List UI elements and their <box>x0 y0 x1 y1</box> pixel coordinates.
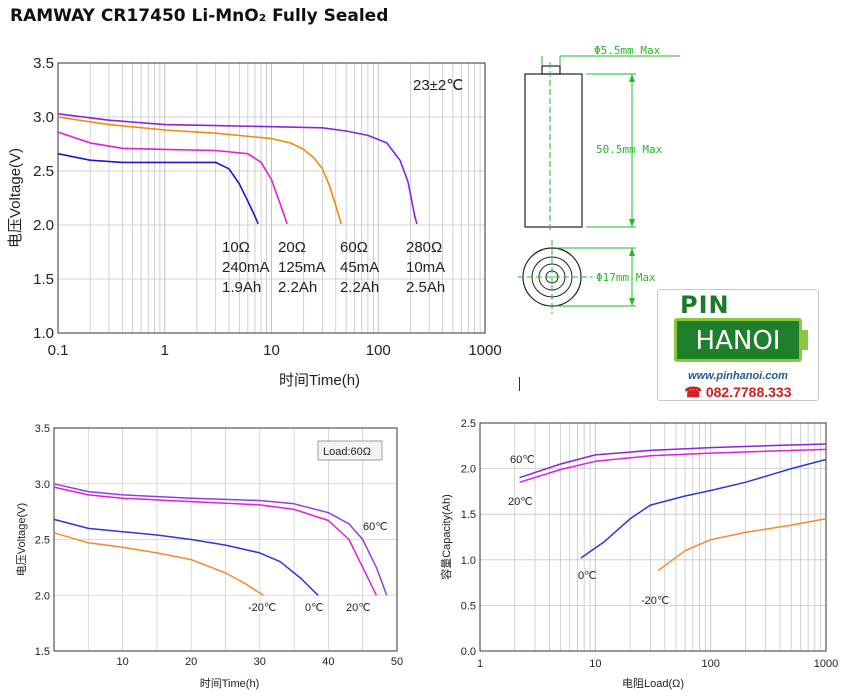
main-legend-current: 10mA <box>406 259 445 276</box>
main-legend-current: 125mA <box>278 259 326 276</box>
logo-battery-box: HANOI <box>674 318 802 362</box>
cap-x-axis-label: 电阻Load(Ω) <box>622 677 684 690</box>
cap-series-line <box>657 518 827 572</box>
main-x-tick-label: 1 <box>161 342 169 359</box>
cap-plot-frame <box>479 422 827 652</box>
main-legend-resistance: 60Ω <box>340 239 368 256</box>
temp-series-line <box>53 486 378 596</box>
main-series-line <box>57 116 342 225</box>
main-plot-background <box>58 63 485 333</box>
main-legend-capacity: 2.2Ah <box>340 279 379 296</box>
main-temperature-annotation: 23±2℃ <box>413 77 463 94</box>
main-series-line <box>57 113 418 225</box>
temp-series-label: -20℃ <box>248 602 276 614</box>
cap-series-label: 20℃ <box>508 496 533 508</box>
main-legend-current: 240mA <box>222 259 270 276</box>
temp-y-tick-label: 3.0 <box>35 479 50 491</box>
battery-top-view: Φ17mm Max <box>518 240 656 314</box>
cap-series-line <box>580 458 827 559</box>
logo-pin-text: PIN <box>680 291 730 319</box>
logo-phone: ☎ 082.7788.333 <box>658 384 818 401</box>
length-label: 50.5mm Max <box>596 143 663 156</box>
temp-plot-background <box>54 428 397 651</box>
cap-y-axis-label: 容量Capacity(Ah) <box>439 494 453 580</box>
temp-series-line <box>53 483 388 596</box>
pinhanoi-logo: PIN HANOI www.pinhanoi.com ☎ 082.7788.33… <box>657 289 819 401</box>
main-x-tick-label: 1000 <box>468 342 501 359</box>
main-x-tick-label: 0.1 <box>48 342 69 359</box>
main-y-tick-label: 3.0 <box>33 109 54 126</box>
cap-x-tick-label: 1000 <box>814 658 838 670</box>
main-legend-capacity: 1.9Ah <box>222 279 261 296</box>
cap-series-line <box>519 448 827 484</box>
main-y-tick-label: 1.5 <box>33 271 54 288</box>
cap-series-label: 60℃ <box>510 454 535 466</box>
cap-plot-background <box>480 423 826 651</box>
temp-x-tick-label: 10 <box>116 656 128 668</box>
cap-plot-group: 1 10 100 1000 0.0 0.5 1.0 1.5 2.0 2.5 电阻Load(Ω) 容量C… <box>439 418 838 690</box>
temp-series-label: 20℃ <box>346 602 371 614</box>
logo-battery-terminal <box>802 330 808 350</box>
main-plot-frame <box>57 62 486 334</box>
cap-x-tick-label: 1 <box>477 658 483 670</box>
cap-series-label: 0℃ <box>578 570 596 582</box>
cap-y-tick-label: 1.5 <box>461 509 476 521</box>
cap-y-tick-label: 2.5 <box>461 418 476 430</box>
temp-annotation-box <box>317 440 383 461</box>
cap-y-tick-label: 0.0 <box>461 646 476 658</box>
main-x-tick-label: 10 <box>263 342 280 359</box>
phone-icon: ☎ <box>684 384 706 400</box>
temp-y-tick-label: 1.5 <box>35 646 50 658</box>
diameter-label: Φ17mm Max <box>596 271 656 284</box>
temp-x-tick-label: 50 <box>391 656 403 668</box>
main-y-tick-label: 3.5 <box>33 55 54 72</box>
logo-url: www.pinhanoi.com <box>688 370 788 382</box>
cap-x-tick-label: 10 <box>589 658 601 670</box>
cap-diameter-label: Φ5.5mm Max <box>594 44 661 57</box>
temp-series-label: 0℃ <box>305 602 323 614</box>
main-y-tick-label: 2.0 <box>33 217 54 234</box>
battery-body <box>524 73 583 228</box>
main-y-tick-label: 1.0 <box>33 325 54 342</box>
logo-hanoi-text: HANOI <box>695 326 781 356</box>
cap-series-line <box>519 443 827 479</box>
main-legend-capacity: 2.5Ah <box>406 279 445 296</box>
main-x-axis-label: 时间Time(h) <box>279 372 360 389</box>
temp-series-line <box>53 518 319 596</box>
page-title: RAMWAY CR17450 Li-MnO₂ Fully Sealed <box>10 6 389 26</box>
temp-y-tick-label: 3.5 <box>35 423 50 435</box>
temp-series-label: 60℃ <box>363 521 388 533</box>
temp-x-tick-label: 20 <box>185 656 197 668</box>
cap-y-tick-label: 0.5 <box>461 600 476 612</box>
main-y-axis-label: 电压Voltage(V) <box>7 148 24 248</box>
main-legend-resistance: 280Ω <box>406 239 442 256</box>
logo-phone-number: 082.7788.333 <box>705 384 792 400</box>
temp-x-tick-label: 30 <box>254 656 266 668</box>
battery-side-view: Φ5.5mm Max 50.5mm Max <box>524 44 680 230</box>
main-legend-current: 45mA <box>340 259 379 276</box>
cap-x-tick-label: 100 <box>701 658 719 670</box>
main-x-tick-label: 100 <box>366 342 391 359</box>
battery-cap <box>541 65 561 75</box>
main-legend-resistance: 20Ω <box>278 239 306 256</box>
temp-plot-group: 10 20 30 40 50 1.5 2.0 2.5 3.0 3.5 时间Time(h) 电压Volt… <box>15 423 403 690</box>
temp-x-axis-label: 时间Time(h) <box>200 677 259 690</box>
main-legend-capacity: 2.2Ah <box>278 279 317 296</box>
temp-y-tick-label: 2.0 <box>35 590 50 602</box>
temp-series-line <box>53 532 264 596</box>
cap-series-label: -20℃ <box>641 595 669 607</box>
temp-load-annotation: Load:60Ω <box>323 446 371 458</box>
main-legend-resistance: 10Ω <box>222 239 250 256</box>
temp-y-tick-label: 2.5 <box>35 535 50 547</box>
main-plot-group: 0.1 1 10 100 1000 1.0 1.5 2.0 2.5 3.0 3.5 时间Time(h)… <box>7 55 502 389</box>
temp-plot-frame <box>53 427 398 652</box>
cap-y-tick-label: 1.0 <box>461 555 476 567</box>
temp-x-tick-label: 40 <box>322 656 334 668</box>
text-cursor-mark <box>519 377 520 391</box>
main-y-tick-label: 2.5 <box>33 163 54 180</box>
main-series-line <box>57 152 259 225</box>
temp-y-axis-label: 电压Voltage(V) <box>15 503 28 576</box>
cap-y-tick-label: 2.0 <box>461 464 476 476</box>
main-series-line <box>57 131 288 225</box>
